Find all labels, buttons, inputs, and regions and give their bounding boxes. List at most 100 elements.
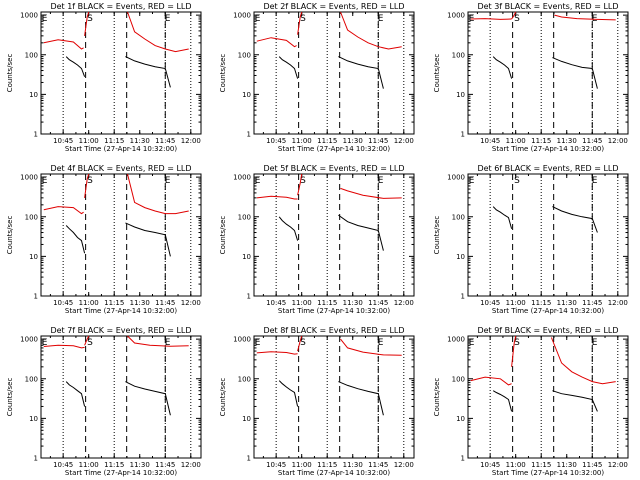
interval-marker: E [255,338,261,348]
y-tick-label: 100 [452,375,465,383]
x-tick-label: 11:45 [368,299,388,307]
y-tick-label: 10 [456,415,465,423]
plot-frame [40,173,202,297]
y-tick-label: 1 [34,293,38,301]
interval-marker: S [300,176,306,186]
x-tick-label: 12:00 [181,299,201,307]
y-tick-label: 100 [238,375,251,383]
interval-marker: S [300,338,306,348]
interval-marker: E [469,176,475,186]
x-tick-label: 11:15 [104,299,124,307]
y-axis-label: Counts/sec [6,378,14,417]
panel-title: Det 5f BLACK = Events, RED = LLD [263,164,404,173]
x-tick-label: 11:30 [343,461,363,469]
y-tick-label: 1 [247,455,251,463]
y-axis-label: Counts/sec [433,54,441,93]
x-axis-label: Start Time (27-Apr-14 10:32:00) [278,145,390,153]
x-axis-label: Start Time (27-Apr-14 10:32:00) [65,145,177,153]
x-tick-label: 11:00 [292,299,312,307]
series-lld-line [256,37,297,48]
y-tick-label: 100 [238,213,251,221]
series-events-line [338,381,384,416]
panel-det-8f: Det 8f BLACK = Events, RED = LLD 1 10 100 10… [219,326,415,477]
y-tick-label: 100 [25,213,38,221]
y-axis-label: Counts/sec [433,216,441,255]
panel-title: Det 1f BLACK = Events, RED = LLD [50,2,191,11]
x-tick-label: 11:30 [130,299,150,307]
series-lld-line [43,344,85,349]
y-tick-label: 1000 [20,174,38,182]
series-lld-line [127,335,189,347]
series-events-line [125,222,171,257]
x-tick-label: 11:15 [104,461,124,469]
y-tick-label: 1 [34,455,38,463]
series-events-line [492,56,513,79]
interval-marker: E [255,14,261,24]
x-tick-label: 12:00 [608,461,628,469]
x-tick-label: 11:45 [582,137,602,145]
plot-frame [40,11,202,135]
y-tick-label: 10 [242,415,251,423]
series-events-line [552,57,598,89]
panel-det-6f: Det 6f BLACK = Events, RED = LLD 1 10 100 10… [433,164,629,315]
interval-marker: E [255,176,261,186]
x-axis-label: Start Time (27-Apr-14 10:32:00) [65,469,177,477]
series-events-line [125,56,171,88]
panel-title: Det 7f BLACK = Events, RED = LLD [50,326,191,335]
y-tick-label: 1 [461,455,465,463]
x-tick-label: 12:00 [181,461,201,469]
series-lld-line [127,173,189,215]
x-tick-label: 11:15 [317,137,337,145]
x-tick-label: 11:30 [557,137,577,145]
series-events-line [492,390,513,412]
y-axis-label: Counts/sec [219,216,227,255]
y-tick-label: 1 [461,131,465,139]
series-lld-line [84,335,90,346]
panel-det-7f: Det 7f BLACK = Events, RED = LLD 1 10 100 10… [6,326,202,477]
panel-title: Det 9f BLACK = Events, RED = LLD [477,326,618,335]
interval-marker: S [87,338,93,348]
panel-title: Det 4f BLACK = Events, RED = LLD [50,164,191,173]
plot-frame [253,335,415,459]
x-axis-label: Start Time (27-Apr-14 10:32:00) [278,307,390,315]
series-lld-line [340,187,402,199]
y-tick-label: 1 [34,131,38,139]
series-events-line [552,390,598,412]
interval-marker: E [42,338,48,348]
series-lld-line [43,39,84,50]
y-tick-label: 1000 [233,336,251,344]
x-tick-label: 11:00 [79,461,99,469]
series-lld-line [127,11,189,53]
y-axis-label: Counts/sec [6,216,14,255]
interval-marker: E [165,14,171,24]
x-tick-label: 11:45 [155,299,175,307]
y-tick-label: 1000 [447,12,465,20]
series-events-line [492,206,513,229]
series-events-line [65,381,86,407]
series-lld-line [84,173,90,198]
x-tick-label: 12:00 [608,299,628,307]
x-tick-label: 11:45 [368,461,388,469]
interval-marker: E [378,338,384,348]
interval-marker: E [165,176,171,186]
y-tick-label: 1000 [233,174,251,182]
y-tick-label: 10 [29,91,38,99]
y-tick-label: 10 [242,91,251,99]
y-axis-label: Counts/sec [6,54,14,93]
x-tick-label: 11:00 [506,461,526,469]
series-lld-line [511,11,517,20]
series-lld-line [470,376,512,386]
y-tick-label: 100 [238,51,251,59]
x-tick-label: 11:00 [79,137,99,145]
panel-det-5f: Det 5f BLACK = Events, RED = LLD 1 10 100 10… [219,164,415,315]
y-tick-label: 10 [456,253,465,261]
x-tick-label: 10:45 [480,461,500,469]
series-lld-line [340,11,402,50]
x-tick-label: 11:00 [292,461,312,469]
series-events-line [65,56,86,77]
interval-marker: S [514,338,520,348]
interval-marker: S [87,14,93,24]
x-tick-label: 12:00 [608,137,628,145]
y-tick-label: 10 [242,253,251,261]
